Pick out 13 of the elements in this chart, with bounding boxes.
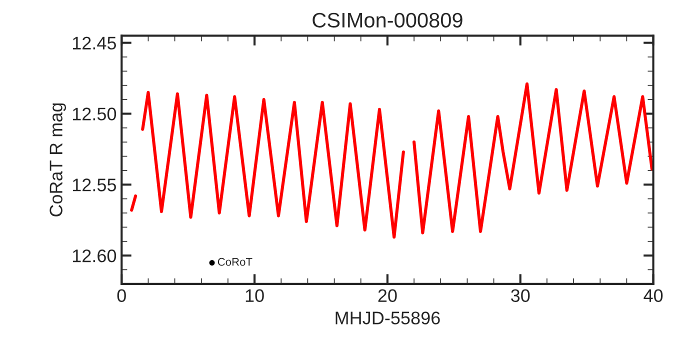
y-tick-label: 12.45 [72, 36, 116, 50]
y-tick-label: 12.60 [72, 249, 116, 262]
annotation: CoRoT [218, 258, 252, 266]
x-tick-label: 30 [511, 289, 530, 302]
y-tick-label: 12.55 [72, 178, 116, 192]
chart-title: CSIMon-000809 [312, 12, 462, 28]
x-tick-label: 10 [246, 289, 264, 302]
x-axis-title: MHJD-55896 [336, 312, 440, 324]
y-axis-title: CoRaT R mag [50, 103, 66, 216]
x-tick-label: 20 [378, 289, 397, 302]
x-tick-label: 0 [117, 289, 126, 302]
y-tick-label: 12.50 [72, 108, 116, 120]
x-tick-label: 40 [644, 289, 663, 302]
